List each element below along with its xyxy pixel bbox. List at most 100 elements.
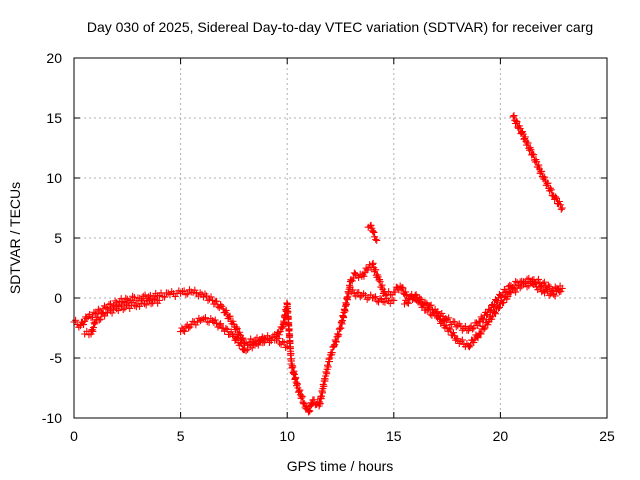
data-marker <box>164 289 172 297</box>
data-marker <box>244 345 252 353</box>
series-branch-d <box>347 286 398 307</box>
axis-ticks: 0 5 10 15 20 25 -10 -5 0 5 10 15 20 <box>42 50 615 444</box>
data-marker <box>403 299 411 307</box>
data-marker <box>356 293 364 301</box>
data-marker <box>129 292 137 300</box>
data-marker <box>372 235 380 243</box>
data-marker <box>233 334 241 342</box>
data-marker <box>237 340 245 348</box>
data-marker <box>477 330 485 338</box>
data-marker <box>445 325 453 333</box>
data-marker <box>445 314 453 322</box>
data-marker <box>427 301 435 309</box>
data-marker <box>257 335 265 343</box>
data-marker <box>211 316 219 324</box>
data-marker <box>523 283 531 291</box>
data-marker <box>551 292 559 300</box>
data-marker <box>232 323 240 331</box>
data-marker <box>442 321 450 329</box>
data-marker <box>449 329 457 337</box>
data-marker <box>295 387 303 395</box>
data-marker <box>223 325 231 333</box>
data-marker <box>369 259 377 267</box>
data-marker <box>100 302 108 310</box>
data-marker <box>308 400 316 408</box>
data-marker <box>376 295 384 303</box>
data-marker <box>506 289 514 297</box>
data-marker <box>555 197 563 205</box>
data-marker <box>215 321 223 329</box>
data-marker <box>136 302 144 310</box>
data-marker <box>184 290 192 298</box>
data-marker <box>376 278 384 286</box>
data-marker <box>193 318 201 326</box>
data-marker <box>180 287 188 295</box>
data-marker <box>379 298 387 306</box>
data-marker <box>391 288 399 296</box>
data-marker <box>179 326 187 334</box>
data-marker <box>558 204 566 212</box>
data-marker <box>72 316 80 324</box>
data-marker <box>185 324 193 332</box>
data-marker <box>305 408 313 416</box>
data-marker <box>332 338 340 346</box>
data-marker <box>398 283 406 291</box>
y-tick-label: 5 <box>54 230 62 246</box>
data-marker <box>558 284 566 292</box>
data-marker <box>370 228 378 236</box>
data-marker <box>369 228 377 236</box>
data-marker <box>484 321 492 329</box>
data-marker <box>521 279 529 287</box>
data-marker <box>217 320 225 328</box>
data-marker <box>75 323 83 331</box>
data-marker <box>95 316 103 324</box>
data-marker <box>540 278 548 286</box>
data-marker <box>536 283 544 291</box>
data-marker <box>355 274 363 282</box>
data-marker <box>547 186 555 194</box>
data-marker <box>83 314 91 322</box>
data-marker <box>403 292 411 300</box>
data-marker <box>474 322 482 330</box>
series-lower-branch-b <box>177 314 291 355</box>
data-marker <box>541 289 549 297</box>
data-marker <box>283 342 291 350</box>
data-marker <box>404 299 412 307</box>
data-marker <box>458 336 466 344</box>
data-marker <box>264 335 272 343</box>
data-marker <box>217 301 225 309</box>
data-marker <box>335 325 343 333</box>
data-marker <box>425 305 433 313</box>
data-marker <box>147 300 155 308</box>
data-marker <box>155 296 163 304</box>
data-marker <box>182 291 190 299</box>
data-marker <box>119 298 127 306</box>
data-marker <box>194 292 202 300</box>
data-marker <box>146 291 154 299</box>
data-marker <box>428 311 436 319</box>
data-points <box>70 112 566 416</box>
data-marker <box>486 306 494 314</box>
x-axis-label: GPS time / hours <box>287 458 394 474</box>
data-marker <box>474 334 482 342</box>
data-marker <box>236 339 244 347</box>
data-marker <box>238 335 246 343</box>
data-marker <box>512 288 520 296</box>
data-marker <box>399 284 407 292</box>
data-marker <box>306 407 314 415</box>
data-marker <box>420 301 428 309</box>
data-marker <box>453 335 461 343</box>
data-marker <box>131 302 139 310</box>
data-marker <box>275 331 283 339</box>
data-marker <box>465 343 473 351</box>
y-tick-label: -10 <box>42 410 62 426</box>
data-marker <box>229 331 237 339</box>
data-marker <box>200 315 208 323</box>
data-marker <box>541 173 549 181</box>
data-marker <box>150 295 158 303</box>
data-marker <box>470 324 478 332</box>
data-marker <box>89 327 97 335</box>
data-marker <box>298 393 306 401</box>
data-marker <box>488 315 496 323</box>
data-marker <box>360 272 368 280</box>
